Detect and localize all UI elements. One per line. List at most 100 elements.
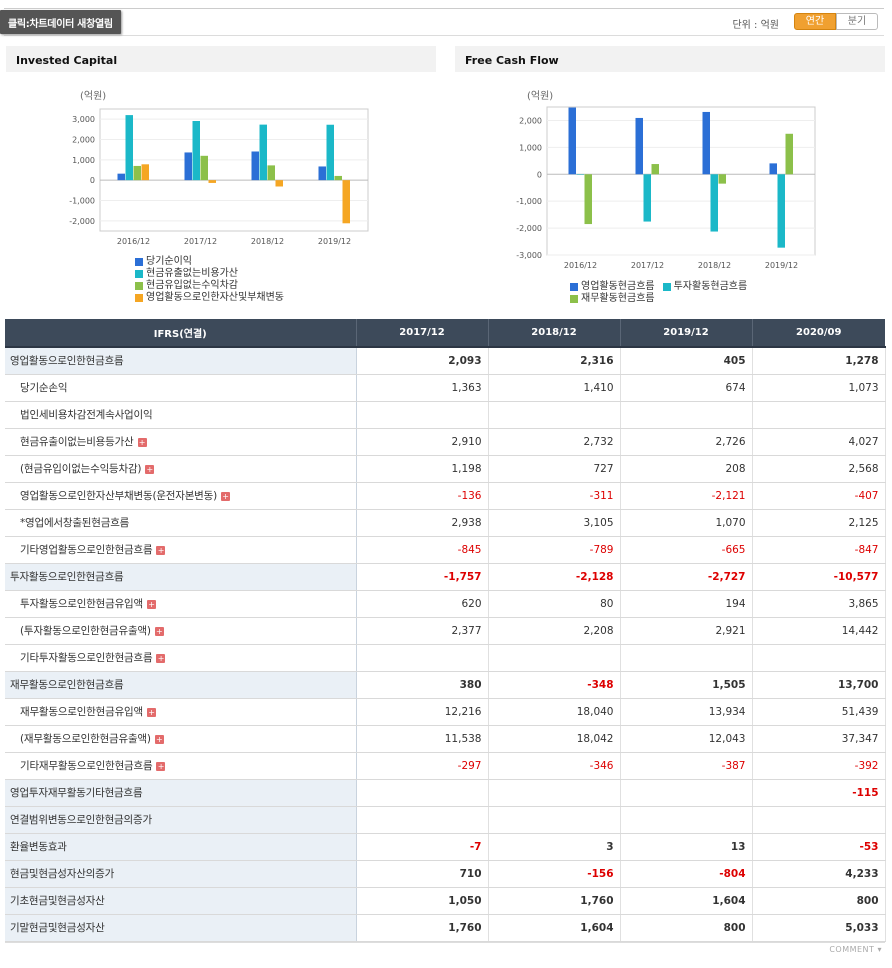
chart-unit-label: (억원) [80,90,106,102]
cell-value: 2,377 [356,617,489,645]
legend-item: 투자활동현금흐름 [662,281,747,293]
cell-value [356,644,489,672]
cell-value: 208 [620,455,753,483]
invested-capital-chart[interactable]: (억원) 3,000 2,000 1,000 0 -1,000 -2,000 2016/12 2… [60,82,380,252]
chart-unit-label: (억원) [527,90,553,102]
cell-value: 13,700 [752,670,886,699]
cell-value: -665 [620,536,753,564]
chart-data-popup-link[interactable]: 클릭:차트데이터 새창열림 [0,10,121,34]
cell-value: 4,233 [752,859,886,888]
expand-plus-icon[interactable]: + [221,491,230,501]
row-label: 기말현금및현금성자산 [5,913,357,942]
row-label: 기타영업활동으로인한현금흐름 + [5,536,357,564]
y-tick-label: 3,000 [72,115,95,124]
header-2020-09: 2020/09 [752,319,885,348]
legend-item: 영업활동현금흐름 [570,281,655,293]
row-label-text: 현금유출이없는비용등가산 [20,436,134,448]
expand-plus-icon[interactable]: + [137,437,147,447]
table-row: (투자활동으로인한현금유출액) +2,377 2,208 2,921 14,442 [5,617,886,645]
table-row: 기말현금및현금성자산 1,760 1,604 800 5,033 [5,913,886,942]
cell-value: 13,934 [620,698,753,726]
cell-value [620,644,753,672]
cash-flow-table: IFRS(연결) 2017/12 2018/12 2019/12 2020/09… [5,319,886,942]
y-tick-label: -1,000 [69,197,95,206]
row-label: 현금및현금성자산의증가 [5,859,357,888]
unit-label: 단위 : 억원 [732,20,779,31]
bar [777,174,785,248]
cell-value: 11,538 [356,725,489,753]
table-row: 영업활동으로인한자산부채변동(운전자본변동) + -136 -311 -2,121 -40… [5,482,886,510]
expand-plus-icon[interactable]: + [146,599,156,609]
cell-value: -136 [356,482,489,510]
cell-value: 1,604 [488,913,621,942]
invested-capital-legend: 당기순이익 현금유출없는비용가산 현금유입없는수익차감 영업활동으로인한자산및부채변동 [135,256,284,304]
cell-value [488,805,621,834]
row-label-text: 재무활동으로인한현금흐름 [10,679,124,691]
row-label-text: *영업에서창출된현금흐름 [20,517,130,529]
header-2019: 2019/12 [620,319,753,348]
row-label: (재무활동으로인한현금유출액) + [5,725,357,753]
header-2017: 2017/12 [356,319,489,348]
tab-yearly[interactable]: 연간 [794,13,836,30]
cell-value: 1,363 [356,374,489,402]
legend-label: 영업활동으로인한자산및부채변동 [146,292,284,303]
expand-plus-icon[interactable]: + [154,734,164,744]
bar [710,174,718,232]
expand-plus-icon[interactable]: + [146,707,156,717]
y-tick-label: 1,000 [72,156,95,165]
tab-quarterly[interactable]: 분기 [836,13,878,30]
free-cash-flow-chart[interactable]: (억원) 2,000 1,000 0 -1,000 -2,000 -3,000 2016/12… [505,82,825,272]
cell-value: 18,042 [488,725,621,753]
cell-value: 3,865 [752,590,886,618]
free-cash-flow-title: Free Cash Flow [455,46,885,72]
row-label: 영업활동으로인한현금흐름 [5,346,357,375]
bar [342,180,350,224]
expand-plus-icon[interactable]: + [156,761,166,771]
legend-item: 당기순이익 [135,256,284,268]
invested-capital-title: Invested Capital [6,46,436,72]
expand-plus-icon[interactable]: + [156,653,166,663]
legend-swatch [662,283,671,291]
table-row: 현금유출이없는비용등가산 +2,910 2,732 2,726 4,027 [5,428,886,456]
cell-value: 3,105 [488,509,621,537]
row-label: 기타재무활동으로인한현금흐름 + [5,752,357,780]
cell-value [488,401,621,429]
expand-plus-icon[interactable]: + [145,464,155,474]
comment-toggle[interactable]: COMMENT ▾ [829,945,882,954]
y-tick-label: 0 [537,170,542,179]
header-2018: 2018/12 [488,319,621,348]
row-label: (투자활동으로인한현금유출액) + [5,617,357,645]
table-row: 기타재무활동으로인한현금흐름 + -297 -346 -387 -392 [5,752,886,780]
cell-value [620,805,753,834]
cell-value: 674 [620,374,753,402]
cell-value: -392 [752,752,886,780]
row-label: 영업투자재무활동기타현금흐름 [5,778,357,807]
x-tick-label: 2017/12 [631,261,664,270]
table-row: 재무활동으로인한현금유입액 +12,216 18,040 13,934 51,439 [5,698,886,726]
table-row: 영업투자재무활동기타현금흐름 -115 [5,778,886,807]
row-label: 현금유출이없는비용등가산 + [5,428,357,456]
row-label: 영업활동으로인한자산부채변동(운전자본변동) + [5,482,357,510]
legend-swatch [135,282,143,290]
cell-value [488,644,621,672]
cell-value: -53 [752,832,886,861]
expand-plus-icon[interactable]: + [156,545,166,555]
bar [643,174,651,222]
legend-label: 현금유입없는수익차감 [146,280,238,291]
row-label-text: (재무활동으로인한현금유출액) [20,733,151,745]
bar [141,164,149,181]
x-tick-label: 2018/12 [251,237,284,246]
cell-value: 12,043 [620,725,753,753]
cell-value: 37,347 [752,725,886,753]
table-header-row: IFRS(연결) 2017/12 2018/12 2019/12 2020/09 [5,319,885,348]
cell-value: 1,050 [356,886,489,915]
row-label-text: 현금및현금성자산의증가 [10,868,115,880]
row-label: 재무활동으로인한현금흐름 [5,670,357,699]
cell-value: -10,577 [752,562,886,591]
expand-plus-icon[interactable]: + [154,626,164,636]
cell-value: 710 [356,859,489,888]
row-label-text: 법인세비용차감전계속사업이익 [20,409,153,421]
cell-value: 1,278 [752,346,886,375]
cell-value: -789 [488,536,621,564]
cell-value: 2,093 [356,346,489,375]
